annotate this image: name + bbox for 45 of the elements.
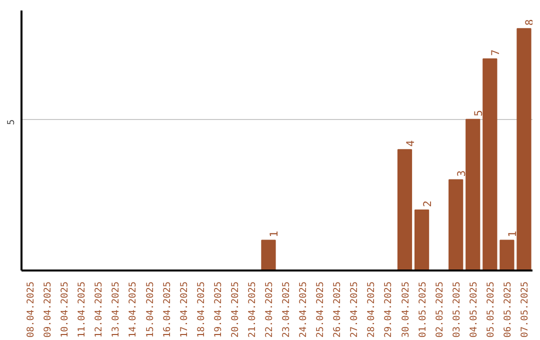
x-tick-label: 26.04.2025 <box>332 281 344 338</box>
x-tick-label: 23.04.2025 <box>281 281 292 338</box>
bar <box>500 240 514 270</box>
data-label: 2 <box>420 200 434 208</box>
x-tick-label: 20.04.2025 <box>230 281 241 338</box>
x-tick-label: 19.04.2025 <box>212 281 224 338</box>
data-label: 5 <box>472 110 485 116</box>
x-tick-label: 03.05.2025 <box>451 281 462 338</box>
x-tick-label: 11.04.2025 <box>76 281 88 338</box>
x-tick-label: 13.04.2025 <box>110 281 122 338</box>
bar <box>466 118 480 270</box>
x-tick-label: 30.04.2025 <box>400 281 412 338</box>
x-tick-label: 28.04.2025 <box>366 281 378 338</box>
x-tick-label: 08.04.2025 <box>26 281 37 338</box>
x-tick-label: 16.04.2025 <box>162 281 173 338</box>
data-label: 7 <box>488 49 502 56</box>
x-tick-label: 02.05.2025 <box>434 281 446 338</box>
bar <box>397 149 412 270</box>
x-tick-label: 17.04.2025 <box>178 281 190 338</box>
x-tick-label: 01.05.2025 <box>417 281 428 338</box>
bar <box>516 28 532 270</box>
data-label: 4 <box>404 140 417 147</box>
x-tick-label: 27.04.2025 <box>349 281 360 338</box>
x-tick-label: 25.04.2025 <box>315 281 326 338</box>
x-tick-label: 07.05.2025 <box>519 281 530 338</box>
x-tick-label: 22.04.2025 <box>264 281 275 338</box>
x-tick-label: 05.05.2025 <box>485 281 496 338</box>
data-label: 1 <box>506 230 519 238</box>
x-tick-label: 18.04.2025 <box>196 281 207 338</box>
x-tick-label: 24.04.2025 <box>298 281 310 338</box>
x-tick-label: 14.04.2025 <box>128 281 139 338</box>
x-tick-label: 09.04.2025 <box>42 281 54 338</box>
x-tick-label: 04.05.2025 <box>468 281 480 338</box>
x-tick-label: 21.04.2025 <box>246 281 258 338</box>
data-label: 1 <box>267 230 280 238</box>
bar <box>448 179 464 270</box>
x-tick-label: 15.04.2025 <box>144 281 156 338</box>
x-tick-label: 29.04.2025 <box>383 281 394 338</box>
bar <box>482 58 498 270</box>
bar <box>261 240 276 270</box>
x-tick-label: 06.05.2025 <box>502 281 514 338</box>
bar <box>414 210 430 270</box>
data-label: 3 <box>454 170 468 177</box>
x-tick-label: 10.04.2025 <box>60 281 71 338</box>
x-tick-label: 12.04.2025 <box>94 281 105 338</box>
